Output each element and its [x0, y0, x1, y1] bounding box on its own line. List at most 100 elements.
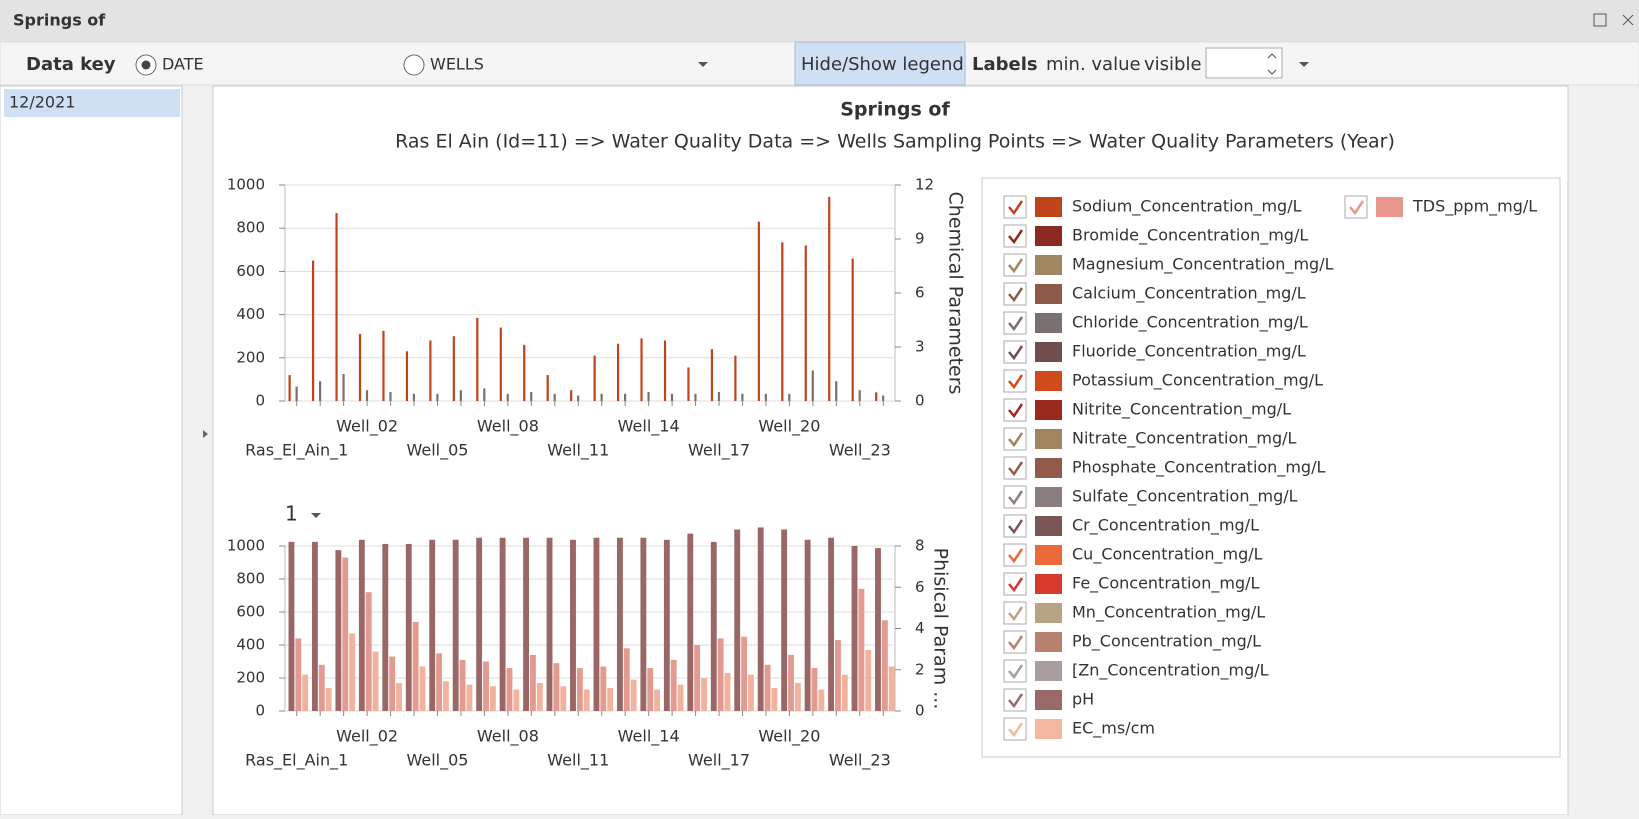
legend-checkbox[interactable]	[1003, 282, 1027, 306]
bar	[623, 648, 630, 711]
dropdown-arrow[interactable]	[311, 513, 321, 518]
list-item[interactable]: 12/2021	[9, 93, 75, 112]
legend-swatch	[1035, 371, 1062, 391]
legend-swatch	[1035, 226, 1062, 246]
legend-label: Cr_Concentration_mg/L	[1072, 516, 1259, 536]
legend-button[interactable]: Hide/Show legend	[801, 54, 964, 75]
legend-checkbox[interactable]	[1003, 572, 1027, 596]
legend-checkbox[interactable]	[1003, 717, 1027, 741]
pane-selector[interactable]: 1	[285, 502, 298, 526]
date-option[interactable]: DATE	[162, 55, 204, 74]
legend-checkbox[interactable]	[1003, 601, 1027, 625]
legend-label: Chloride_Concentration_mg/L	[1072, 313, 1308, 333]
legend-swatch	[1035, 545, 1062, 565]
y2-tick-label: 2	[915, 660, 925, 678]
legend-check	[1008, 548, 1024, 564]
legend-checkbox[interactable]	[1003, 369, 1027, 393]
legend-swatch	[1035, 661, 1062, 681]
bar	[663, 340, 667, 401]
bar	[499, 327, 502, 401]
bar	[476, 317, 479, 401]
legend-checkbox[interactable]	[1003, 688, 1027, 712]
bar	[875, 548, 881, 711]
legend-checkbox[interactable]	[1003, 456, 1027, 480]
bar	[530, 392, 533, 401]
y-tick-label: 400	[236, 636, 265, 654]
maximize-button[interactable]	[1593, 13, 1607, 27]
bar	[630, 679, 637, 711]
x-tick-label: Well_08	[477, 417, 539, 437]
legend-checkbox[interactable]	[1003, 253, 1027, 277]
bar	[396, 682, 402, 711]
bar	[764, 664, 771, 711]
bar	[694, 393, 697, 401]
legend-checkbox[interactable]	[1003, 340, 1027, 364]
spin-arrows[interactable]	[1267, 53, 1277, 75]
window-title: Springs of	[13, 11, 106, 30]
legend-checkbox[interactable]	[1003, 195, 1027, 219]
bar	[677, 684, 684, 711]
y2-axis-title: Chemical Parameters	[945, 192, 967, 395]
legend-check	[1008, 287, 1024, 303]
legend-checkbox[interactable]	[1003, 427, 1027, 451]
y-tick-label: 800	[236, 219, 265, 237]
bar	[452, 336, 455, 401]
labels-label: Labels	[972, 54, 1038, 75]
legend-checkbox[interactable]	[1003, 311, 1027, 335]
bar	[365, 390, 369, 401]
wells-radio[interactable]	[403, 54, 425, 76]
bar	[476, 537, 483, 711]
legend-checkbox[interactable]	[1003, 659, 1027, 683]
bar	[530, 654, 536, 711]
bar	[405, 351, 409, 401]
legend-checkbox[interactable]	[1003, 224, 1027, 248]
bar	[600, 393, 603, 401]
y-tick-label: 0	[255, 392, 265, 410]
close-button[interactable]	[1622, 14, 1634, 26]
x-tick-label: Well_05	[407, 441, 469, 461]
legend-swatch	[1035, 429, 1062, 449]
y-tick-label: 1000	[227, 537, 265, 555]
bar	[757, 221, 760, 401]
y-tick-label: 800	[236, 570, 265, 588]
bar	[295, 638, 302, 711]
wells-option[interactable]: WELLS	[430, 55, 484, 74]
spin-box[interactable]	[1205, 47, 1283, 79]
bar	[288, 541, 295, 711]
x-tick-label: Well_14	[618, 727, 680, 747]
bar	[654, 689, 661, 711]
y-tick-label: 200	[236, 348, 265, 366]
legend-checkbox[interactable]	[1003, 485, 1027, 509]
legend-swatch	[1035, 342, 1062, 362]
bar	[640, 537, 647, 711]
bar	[835, 381, 838, 401]
legend-checkbox[interactable]	[1003, 630, 1027, 654]
bar	[670, 393, 674, 401]
legend-checkbox[interactable]	[1003, 398, 1027, 422]
legend-checkbox[interactable]	[1003, 543, 1027, 567]
x-tick-label: Well_08	[477, 727, 539, 747]
y2-tick-label: 0	[915, 392, 925, 410]
x-tick-label: Well_23	[829, 751, 891, 771]
legend-swatch	[1035, 197, 1062, 217]
splitter-arrow[interactable]	[203, 430, 208, 438]
dropdown-arrow[interactable]	[698, 62, 708, 67]
x-tick-label: Well_17	[688, 441, 750, 461]
dropdown-arrow[interactable]	[1299, 62, 1309, 67]
legend-button-bg[interactable]	[794, 41, 966, 86]
legend-check	[1008, 664, 1024, 680]
bar	[429, 340, 432, 401]
legend-checkbox[interactable]	[1344, 195, 1368, 219]
bar	[593, 355, 596, 401]
legend-swatch	[1035, 690, 1062, 710]
bar	[583, 689, 590, 711]
visible-label: visible	[1144, 54, 1202, 75]
bar	[358, 334, 362, 401]
bar	[647, 392, 650, 401]
legend-label: Pb_Concentration_mg/L	[1072, 632, 1261, 652]
y2-tick-label: 3	[915, 338, 925, 356]
list-selection[interactable]	[4, 89, 180, 117]
bar	[318, 381, 322, 401]
legend-checkbox[interactable]	[1003, 514, 1027, 538]
bar	[607, 687, 614, 711]
